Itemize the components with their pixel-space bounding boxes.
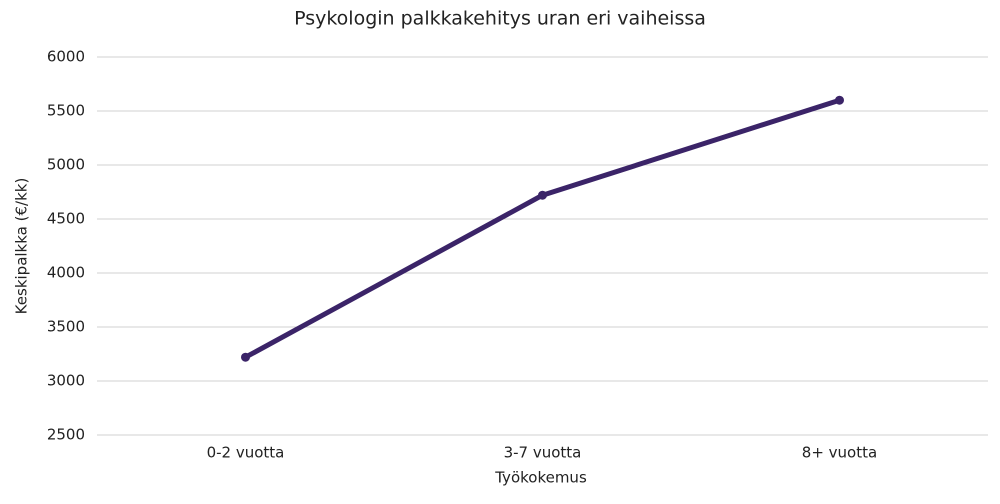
- y-tick-label: 5500: [47, 102, 85, 120]
- x-tick-label: 8+ vuotta: [802, 444, 877, 462]
- y-tick-label: 2500: [47, 426, 85, 444]
- x-tick-label: 0-2 vuotta: [207, 444, 285, 462]
- y-tick-label: 3000: [47, 372, 85, 390]
- y-tick-label: 6000: [47, 48, 85, 66]
- y-tick-label: 5000: [47, 156, 85, 174]
- x-axis-label: Työkokemus: [494, 469, 587, 487]
- data-point: [835, 95, 844, 105]
- x-tick-label: 3-7 vuotta: [504, 444, 582, 462]
- y-tick-label: 3500: [47, 318, 85, 336]
- series-line: [243, 97, 842, 360]
- y-tick-label: 4000: [47, 264, 85, 282]
- data-point: [241, 352, 250, 362]
- y-tick-label: 4500: [47, 210, 85, 228]
- chart-title: Psykologin palkkakehitys uran eri vaihei…: [294, 8, 706, 30]
- y-axis-label: Keskipalkka (€/kk): [13, 178, 31, 315]
- data-point: [538, 190, 547, 200]
